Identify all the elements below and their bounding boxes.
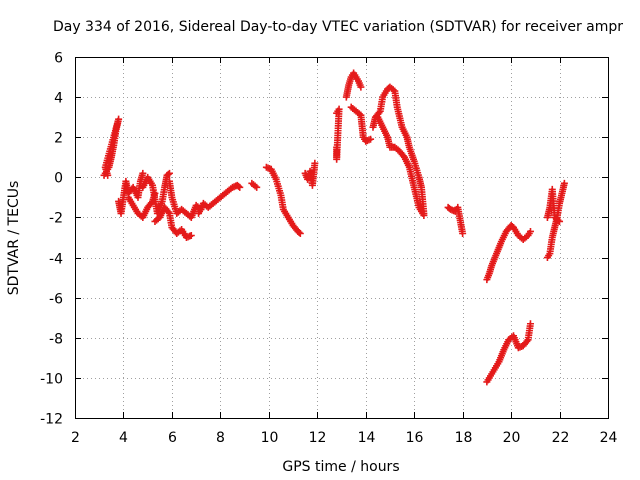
data-series-arc-19.3 xyxy=(483,320,534,386)
data-point xyxy=(296,229,304,237)
data-point xyxy=(311,159,319,167)
y-tick-label: -2 xyxy=(49,211,63,227)
data-series-arc-4.9 xyxy=(139,169,173,217)
x-axis-label: GPS time / hours xyxy=(282,459,399,475)
data-points xyxy=(100,69,568,386)
data-series-arc-21.6 xyxy=(543,185,564,225)
data-series-arc-5.5 xyxy=(151,203,195,241)
data-point xyxy=(459,229,467,237)
data-point xyxy=(420,211,428,219)
data-point xyxy=(523,337,531,345)
chart-title: Day 334 of 2016, Sidereal Day-to-day VTE… xyxy=(53,19,623,35)
data-point xyxy=(187,231,195,239)
data-series-arc-12.8 xyxy=(333,105,343,163)
data-point xyxy=(164,208,172,216)
data-point xyxy=(165,169,173,177)
data-series-arc-13.5 xyxy=(347,103,375,145)
y-tick-label: -12 xyxy=(40,412,63,428)
y-tick-label: 4 xyxy=(54,91,63,107)
data-series-arc-14.6 xyxy=(374,113,428,219)
x-tick-labels: 2 4 6 8 10 12 14 16 18 20 22 24 xyxy=(71,430,617,446)
data-series-arc-9.3 xyxy=(248,179,261,191)
x-tick-label: 2 xyxy=(71,430,80,446)
y-tick-label: -4 xyxy=(49,252,63,268)
data-point xyxy=(253,183,261,191)
x-tick-label: 24 xyxy=(600,430,618,446)
data-series-arc-6.0 xyxy=(165,177,205,221)
data-series-arc-11.6 xyxy=(301,159,319,189)
data-series-arc-10.0 xyxy=(262,163,304,237)
x-tick-label: 22 xyxy=(552,430,570,446)
data-series-arc-17.6 xyxy=(444,203,467,237)
y-tick-label: 6 xyxy=(54,51,63,67)
x-tick-label: 16 xyxy=(406,430,424,446)
data-point xyxy=(333,109,341,117)
y-tick-label: -10 xyxy=(40,372,63,388)
x-tick-label: 10 xyxy=(261,430,279,446)
y-tick-label: -6 xyxy=(49,292,63,308)
data-point xyxy=(560,179,568,187)
data-point xyxy=(236,183,244,191)
y-axis-label: SDTVAR / TECUs xyxy=(6,181,22,296)
data-point xyxy=(357,83,365,91)
grid-lines xyxy=(75,57,608,418)
data-point xyxy=(556,217,564,225)
x-tick-label: 18 xyxy=(455,430,473,446)
y-tick-label: 0 xyxy=(54,171,63,187)
data-point xyxy=(375,109,383,117)
data-point xyxy=(526,227,534,235)
data-point xyxy=(147,199,155,207)
data-series-arc-19.2 xyxy=(483,221,534,284)
data-point xyxy=(104,171,112,179)
data-point xyxy=(295,228,303,236)
y-tick-label: 2 xyxy=(54,131,63,147)
data-series-arc-13.1 xyxy=(342,69,365,101)
plot-frame xyxy=(75,57,609,419)
data-series-arc-7.2 xyxy=(195,181,244,217)
data-point xyxy=(235,182,243,190)
x-tick-label: 14 xyxy=(358,430,376,446)
y-tick-labels: 6 4 2 0 -2 -4 -6 -8 -10 -12 xyxy=(40,51,63,428)
x-tick-label: 8 xyxy=(216,430,225,446)
data-point xyxy=(399,152,407,160)
data-point xyxy=(367,135,375,143)
x-tick-label: 20 xyxy=(503,430,521,446)
data-point xyxy=(139,169,147,177)
y-tick-label: -8 xyxy=(49,332,63,348)
data-series-arc-14.3 xyxy=(369,83,428,217)
x-tick-label: 4 xyxy=(119,430,128,446)
data-point xyxy=(164,170,172,178)
axis-ticks xyxy=(75,57,609,419)
data-point xyxy=(526,320,534,328)
x-tick-label: 6 xyxy=(168,430,177,446)
x-tick-label: 12 xyxy=(309,430,327,446)
data-series-arc-3.2 xyxy=(100,115,123,179)
data-series-arc-3.9 xyxy=(115,169,147,217)
